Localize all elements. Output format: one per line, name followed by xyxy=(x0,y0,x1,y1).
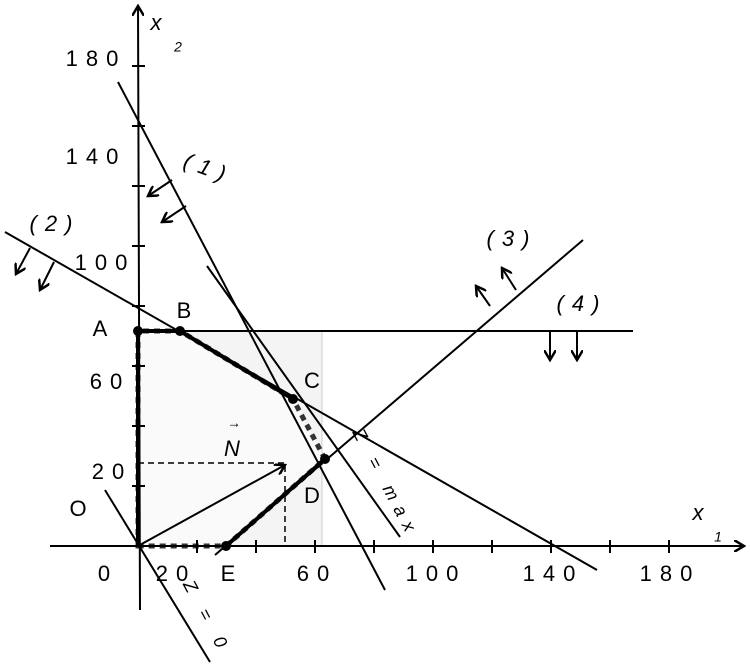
vector-n xyxy=(137,465,285,547)
origin-label: O xyxy=(69,496,94,521)
y-tick-label: 180 xyxy=(66,46,127,71)
constraint-line-2 xyxy=(4,231,598,571)
x-tick-label: 140 xyxy=(523,561,584,586)
x-tick-label: 180 xyxy=(640,561,701,586)
point-label: A xyxy=(93,316,116,341)
x-tick-label: 20 xyxy=(156,561,196,586)
constraint-label: (2) xyxy=(30,211,81,236)
constraint-label: (1) xyxy=(180,148,236,189)
objective-max-line xyxy=(206,265,401,538)
x-tick-label: 0 xyxy=(98,561,118,586)
y-axis-label: x xyxy=(150,10,170,35)
edge-abc xyxy=(136,329,295,546)
x-tick-label: 100 xyxy=(406,561,467,586)
ticks xyxy=(132,65,670,553)
vector-label: N xyxy=(224,436,248,461)
direction-arrows xyxy=(16,179,577,360)
point-label: E xyxy=(221,561,244,586)
x-axis-subscript: 1 xyxy=(714,529,722,545)
y-tick-label: 60 xyxy=(90,369,130,394)
point-label: B xyxy=(177,298,200,323)
constraint-label: (3) xyxy=(487,226,538,251)
constraint-line-1 xyxy=(117,81,386,591)
objective-zero-line xyxy=(104,489,211,663)
point-label: C xyxy=(304,368,328,393)
edge-de xyxy=(224,457,327,548)
vertices xyxy=(133,326,330,551)
vector-projection xyxy=(138,462,286,546)
x-tick-label: 60 xyxy=(297,561,337,586)
vector-arrow: → xyxy=(227,415,241,431)
point-label: D xyxy=(304,483,328,508)
y-tick-label: 20 xyxy=(92,459,132,484)
y-axis-subscript: 2 xyxy=(173,39,182,55)
x-axis-label: x xyxy=(692,500,712,525)
objective-max-label: Z = max xyxy=(348,424,423,542)
constraint-label: (4) xyxy=(557,291,608,316)
y-tick-label: 100 xyxy=(75,250,136,275)
y-tick-label: 140 xyxy=(66,144,127,169)
objective-zero-label: Z = 0 xyxy=(179,576,235,658)
